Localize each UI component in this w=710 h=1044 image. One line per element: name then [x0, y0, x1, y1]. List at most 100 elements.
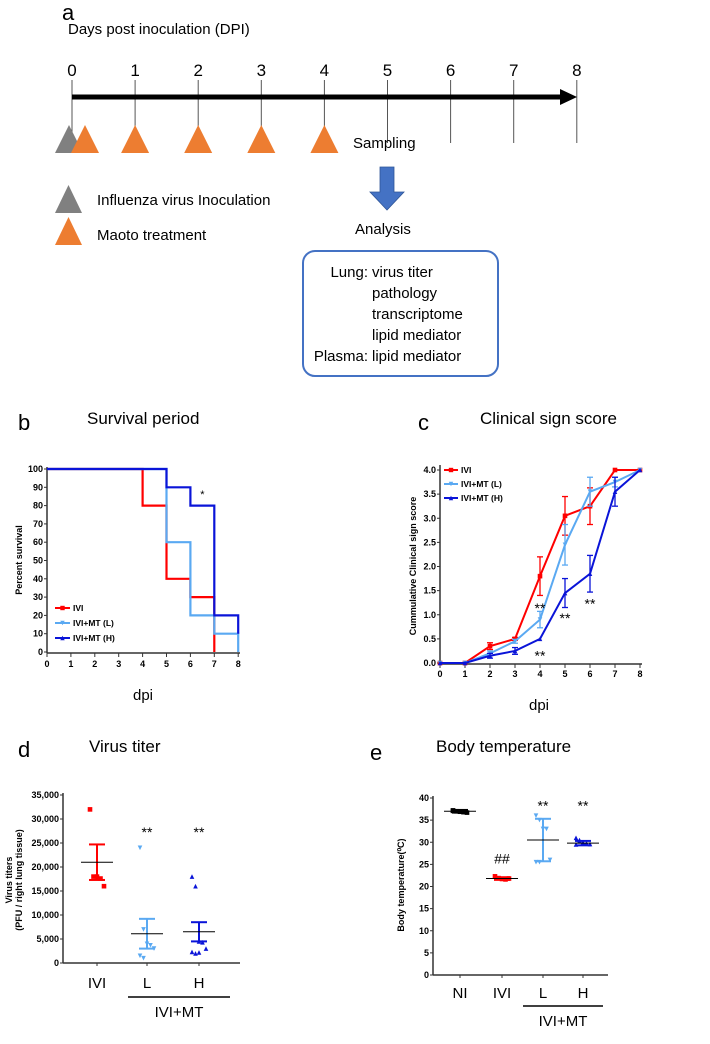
- x-axis-title: dpi: [133, 687, 153, 704]
- legend-marker-IVI: [448, 467, 454, 473]
- panel-label-b: b: [18, 410, 30, 435]
- y-tick-label: 5: [424, 948, 429, 958]
- day-label: 8: [572, 61, 581, 80]
- category-label: L: [143, 975, 151, 992]
- y-tick-label: 20,000: [31, 862, 59, 872]
- day-label: 5: [383, 61, 392, 80]
- y-axis-title: (PFU / right lung tissue): [14, 829, 24, 931]
- data-point-H: [437, 660, 443, 666]
- y-tick-label: 30: [33, 592, 43, 602]
- x-tick-label: 3: [116, 659, 121, 669]
- significance-marker: **: [535, 647, 546, 663]
- data-point-L: [533, 813, 539, 818]
- y-axis-title: Cummulative Clinical sign score: [408, 497, 418, 636]
- day-label: 6: [446, 61, 455, 80]
- x-tick-label: 5: [562, 669, 567, 679]
- category-label: L: [539, 985, 547, 1002]
- day-label: 7: [509, 61, 518, 80]
- y-tick-label: 40: [33, 574, 43, 584]
- data-point-IVI: [98, 876, 103, 881]
- clinical-score-chart: 0.0 0.5 1.0 1.5 2.0 2.5 3.0 3.5 4.0 0 1 2 3 4 5 6 7 8 dpi C…: [408, 465, 643, 714]
- category-label: IVI: [493, 985, 511, 1002]
- data-point-H: [196, 950, 202, 955]
- y-tick-label: 0: [424, 970, 429, 980]
- y-tick-label: 15,000: [31, 886, 59, 896]
- y-tick-label: 10: [33, 629, 43, 639]
- y-tick-label: 30: [419, 837, 429, 847]
- data-point-H: [587, 571, 593, 577]
- y-tick-label: 0.0: [423, 658, 436, 668]
- data-point-H: [512, 648, 518, 654]
- x-tick-label: 4: [140, 659, 145, 669]
- data-point-H: [189, 949, 195, 955]
- analysis-box: [302, 250, 499, 377]
- y-tick-label: 30,000: [31, 814, 59, 824]
- legend-marker-H: [448, 495, 454, 501]
- data-point-L: [547, 857, 553, 863]
- y-tick-label: 10: [419, 926, 429, 936]
- day-label: 4: [320, 61, 329, 80]
- x-tick-label: 7: [212, 659, 217, 669]
- chart-title-b: Survival period: [87, 409, 199, 428]
- legend-label: IVI: [461, 465, 471, 475]
- survival-line-L: [47, 467, 240, 652]
- y-tick-label: 2.0: [423, 562, 436, 572]
- significance-marker: **: [535, 600, 546, 616]
- x-tick-label: 0: [437, 669, 442, 679]
- x-tick-label: 6: [587, 669, 592, 679]
- category-label: H: [194, 975, 205, 992]
- y-tick-label: 1.0: [423, 610, 436, 620]
- y-tick-label: 0: [38, 647, 43, 657]
- legend-marker-L: [60, 620, 65, 626]
- inoculation-triangle-icon: [55, 185, 82, 213]
- data-point-IVI: [537, 573, 543, 579]
- treatment-triangle-icon: [121, 125, 150, 153]
- y-tick-label: 80: [33, 501, 43, 511]
- legend-treatment: Maoto treatment: [97, 227, 207, 244]
- day-label: 1: [130, 61, 139, 80]
- x-axis-title: dpi: [529, 697, 549, 714]
- data-point-H: [487, 653, 493, 659]
- y-tick-label: 25: [419, 859, 429, 869]
- analysis-line-text: virus titer: [372, 264, 433, 281]
- significance-marker: **: [142, 824, 153, 840]
- data-point-H: [193, 951, 198, 956]
- y-tick-label: 35: [419, 815, 429, 825]
- data-point-L: [141, 927, 146, 932]
- x-tick-label: 8: [637, 669, 642, 679]
- treatment-triangle-icon: [184, 125, 213, 153]
- data-point-IVI: [562, 513, 568, 519]
- x-tick-label: 7: [612, 669, 617, 679]
- y-tick-label: 2.5: [423, 537, 436, 547]
- data-point-H: [189, 874, 195, 879]
- y-axis-title: Percent survival: [14, 525, 24, 595]
- y-tick-label: 0.5: [423, 634, 436, 644]
- significance-marker: **: [585, 595, 596, 611]
- y-tick-label: 1.5: [423, 586, 436, 596]
- body-temperature-chart: 0 5 10 15 20 25 30 35 40 NI IVI L H IVI+MT Body temper…: [396, 793, 608, 1030]
- sampling-label: Sampling: [353, 135, 416, 152]
- x-tick-label: 4: [537, 669, 542, 679]
- virus-titer-chart: 0 5,000 10,000 15,000 20,000 25,000 30,000 35,0…: [4, 790, 240, 1021]
- legend-label: IVI+MT (H): [73, 633, 115, 643]
- data-point-L: [148, 942, 153, 948]
- data-point-H: [612, 489, 618, 495]
- significance-marker: **: [538, 798, 549, 814]
- analysis-line-prefix: Plasma:: [314, 348, 368, 365]
- group-label: IVI+MT: [539, 1013, 588, 1030]
- analysis-line-text: lipid mediator: [372, 348, 461, 365]
- y-tick-label: 5,000: [36, 934, 59, 944]
- chart-title-d: Virus titer: [89, 737, 161, 756]
- y-tick-label: 3.5: [423, 489, 436, 499]
- legend-marker-L: [448, 481, 454, 487]
- legend-inoculation: Influenza virus Inoculation: [97, 192, 270, 209]
- timeline-title: Days post inoculation (DPI): [68, 21, 250, 38]
- data-point-IVI: [612, 467, 618, 473]
- panel-label-e: e: [370, 740, 382, 765]
- x-tick-label: 3: [512, 669, 517, 679]
- category-label: NI: [453, 985, 468, 1002]
- y-tick-label: 70: [33, 519, 43, 529]
- y-axis-title: Virus titers: [4, 857, 14, 904]
- x-tick-label: 8: [236, 659, 241, 669]
